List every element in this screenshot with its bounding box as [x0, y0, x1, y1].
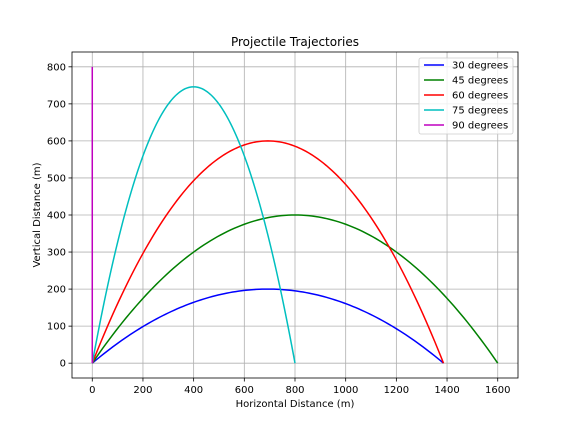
y-tick-label: 300 [47, 248, 66, 259]
legend-box [418, 57, 514, 135]
y-tick-label: 600 [47, 136, 66, 147]
legend-label-2: 60 degrees [452, 91, 508, 102]
legend-label-0: 30 degrees [452, 61, 508, 72]
series-line-0 [91, 288, 444, 364]
chart-title: Projectile Trajectories [231, 35, 359, 49]
series-line-1 [91, 214, 499, 364]
x-tick-label: 1200 [384, 385, 409, 396]
x-tick-label: 200 [133, 385, 152, 396]
legend-label-1: 45 degrees [452, 76, 508, 87]
y-axis-label: Vertical Distance (m) [32, 162, 43, 267]
y-tick-label: 100 [47, 322, 66, 333]
x-tick-label: 1600 [485, 385, 510, 396]
axis-ticks: 0 200 400 600 800 1000 1200 1400 1600 0 100 200 300 4… [47, 62, 511, 396]
legend: 30 degrees 45 degrees 60 degrees 75 degrees… [418, 57, 514, 135]
legend-label-4: 90 degrees [452, 121, 508, 132]
x-tick-label: 600 [235, 385, 254, 396]
y-tick-label: 0 [60, 359, 66, 370]
y-tick-label: 200 [47, 285, 66, 296]
series-line-2 [91, 140, 445, 364]
y-tick-label: 800 [47, 62, 66, 73]
y-tick-label: 700 [47, 99, 66, 110]
x-tick-label: 0 [89, 385, 95, 396]
x-tick-label: 400 [184, 385, 203, 396]
x-axis-label: Horizontal Distance (m) [236, 399, 355, 410]
y-tick-label: 500 [47, 173, 66, 184]
series-lines [91, 66, 499, 364]
x-tick-label: 1400 [434, 385, 459, 396]
x-tick-label: 1000 [333, 385, 358, 396]
x-tick-label: 800 [285, 385, 304, 396]
series-line-3 [91, 86, 296, 364]
y-tick-label: 400 [47, 211, 66, 222]
legend-label-3: 75 degrees [452, 106, 508, 117]
